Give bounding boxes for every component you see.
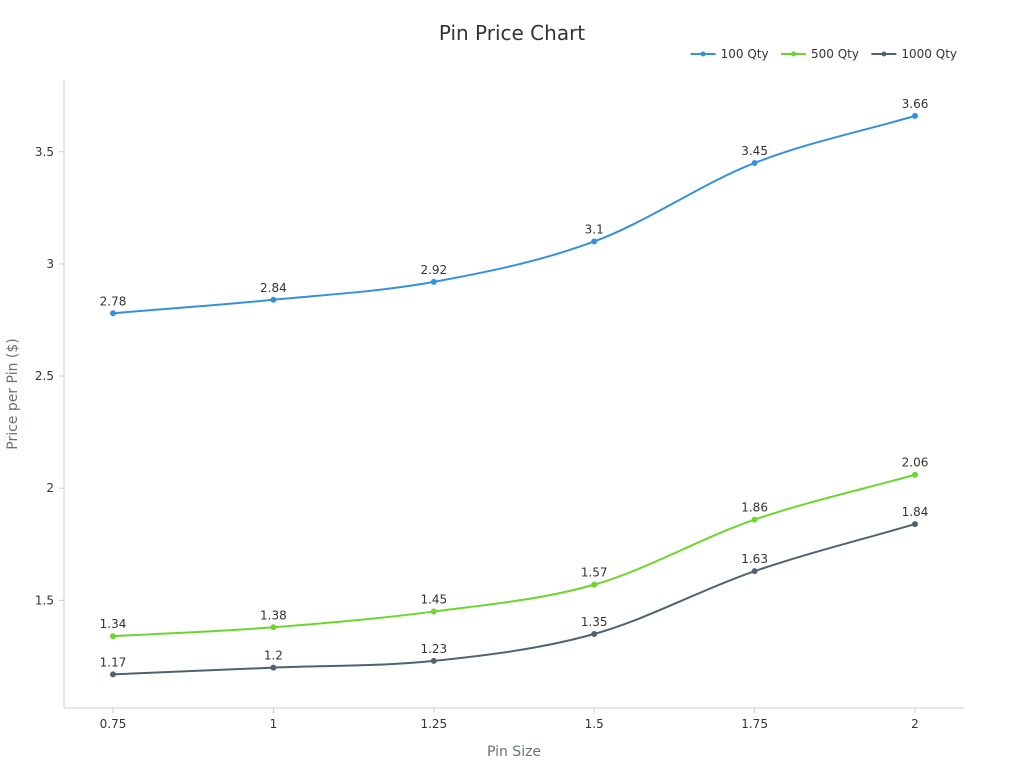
data-label-1000-qty: 1.35: [581, 615, 608, 629]
y-tick-label: 2: [46, 481, 54, 495]
data-point-100-qty[interactable]: [430, 278, 437, 285]
y-tick-label: 2.5: [35, 369, 54, 383]
data-point-1000-qty[interactable]: [270, 664, 277, 671]
data-label-100-qty: 2.84: [260, 281, 287, 295]
chart-title: Pin Price Chart: [439, 21, 585, 45]
data-label-500-qty: 1.38: [260, 608, 287, 622]
data-label-500-qty: 1.34: [100, 617, 127, 631]
x-tick-label: 1.5: [585, 717, 604, 731]
data-point-500-qty[interactable]: [591, 581, 598, 588]
y-axis-label: Price per Pin ($): [5, 338, 21, 450]
legend-item-500-qty[interactable]: 500 Qty: [781, 47, 859, 61]
data-point-1000-qty[interactable]: [751, 568, 758, 575]
data-point-1000-qty[interactable]: [912, 521, 918, 528]
data-label-100-qty: 3.45: [741, 144, 768, 158]
legend-item-1000-qty[interactable]: 1000 Qty: [871, 47, 957, 61]
data-label-100-qty: 2.92: [420, 263, 447, 277]
data-point-500-qty[interactable]: [110, 633, 116, 640]
data-label-1000-qty: 1.63: [741, 552, 768, 566]
legend-swatch-marker: [791, 51, 796, 57]
data-label-100-qty: 3.1: [585, 222, 604, 236]
x-tick-label: 1.25: [420, 717, 447, 731]
data-point-1000-qty[interactable]: [430, 657, 437, 664]
data-point-1000-qty[interactable]: [110, 671, 116, 678]
series-100-qty: 2.78 2.84 2.92 3.1 3.45 3.66: [100, 97, 929, 317]
data-point-500-qty[interactable]: [912, 471, 918, 478]
data-label-100-qty: 2.78: [100, 294, 127, 308]
legend-swatch-marker: [700, 51, 706, 57]
data-point-500-qty[interactable]: [751, 516, 758, 523]
y-tick-label: 3: [46, 257, 54, 271]
data-point-500-qty[interactable]: [430, 608, 437, 615]
y-tick-label: 3.5: [35, 145, 54, 159]
series-line-100-qty: [112, 114, 916, 315]
y-tick-label: 1.5: [35, 593, 54, 607]
data-label-1000-qty: 1.2: [264, 649, 283, 663]
data-point-1000-qty[interactable]: [591, 630, 598, 637]
series-1000-qty: 1.17 1.2 1.23 1.35 1.63 1.84: [100, 505, 929, 678]
x-tick-label: 1: [270, 717, 278, 731]
data-point-500-qty[interactable]: [270, 624, 277, 631]
data-label-1000-qty: 1.84: [902, 505, 929, 519]
x-tick-label: 1.75: [741, 717, 768, 731]
legend-label: 100 Qty: [721, 47, 769, 61]
series-500-qty: 1.34 1.38 1.45 1.57 1.86 2.06: [100, 456, 929, 640]
data-point-100-qty[interactable]: [591, 238, 598, 245]
x-tick-label: 0.75: [100, 717, 127, 731]
x-tick-label: 2: [911, 717, 919, 731]
data-label-100-qty: 3.66: [902, 97, 929, 111]
data-point-100-qty[interactable]: [270, 296, 277, 303]
x-axis-ticks: 0.75 1 1.25 1.5 1.75 2: [100, 708, 919, 731]
series-line-500-qty: [112, 473, 916, 638]
legend[interactable]: 100 Qty 500 Qty 1000 Qty: [690, 47, 957, 61]
data-label-1000-qty: 1.23: [420, 642, 447, 656]
legend-swatch-marker: [881, 51, 887, 57]
legend-item-100-qty[interactable]: 100 Qty: [690, 47, 769, 61]
series-line-1000-qty: [112, 523, 916, 676]
series-layer: 2.782.842.923.13.453.661.341.381.451.571…: [100, 97, 929, 678]
data-point-100-qty[interactable]: [110, 310, 116, 317]
data-point-100-qty[interactable]: [912, 112, 918, 119]
x-axis-label: Pin Size: [487, 744, 541, 760]
y-axis-ticks: 1.5 2 2.5 3 3.5: [35, 145, 64, 607]
data-label-500-qty: 1.86: [741, 501, 768, 515]
data-label-500-qty: 2.06: [902, 456, 929, 470]
data-label-500-qty: 1.57: [581, 566, 608, 580]
legend-label: 500 Qty: [811, 47, 859, 61]
data-label-1000-qty: 1.17: [100, 655, 127, 669]
legend-label: 1000 Qty: [901, 47, 957, 61]
data-label-500-qty: 1.45: [420, 593, 447, 607]
data-point-100-qty[interactable]: [751, 159, 758, 166]
